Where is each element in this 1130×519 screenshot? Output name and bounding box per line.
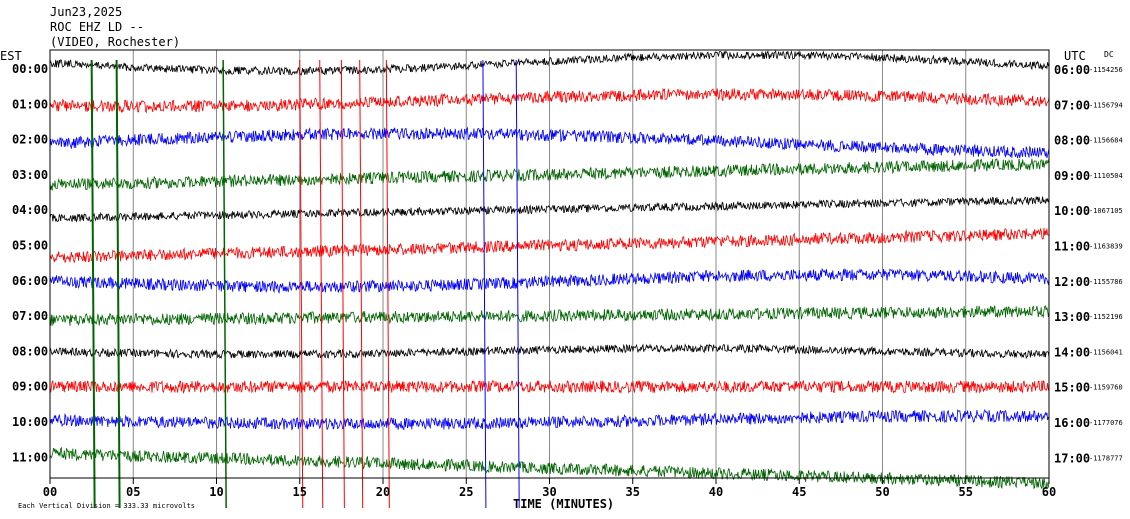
x-tick-label: 15 (293, 485, 307, 499)
est-hour-label: 07:00 (12, 309, 48, 323)
trace-line (49, 227, 1050, 263)
est-hour-label: 04:00 (12, 203, 48, 217)
dc-offset-label: -1178777 (1089, 454, 1123, 462)
dc-offset-label: -1156794 (1089, 101, 1123, 109)
utc-hour-label: 17:00 (1054, 451, 1090, 465)
est-hour-label: 03:00 (12, 168, 48, 182)
trace-spike (340, 59, 345, 509)
trace-spike (515, 59, 520, 509)
est-hour-label: 10:00 (12, 415, 48, 429)
utc-hour-label: 13:00 (1054, 310, 1090, 324)
dc-offset-label: -1152196 (1089, 313, 1123, 321)
dc-offset-label: -1156684 (1089, 137, 1123, 145)
dc-offset-label: -1067105 (1089, 207, 1123, 215)
trace-spike (319, 59, 324, 509)
dc-offset-label: -1159760 (1089, 384, 1123, 392)
x-tick-label: 05 (126, 485, 140, 499)
trace-line (49, 50, 1050, 76)
x-tick-label: 45 (792, 485, 806, 499)
trace-line (49, 267, 1050, 295)
est-hour-label: 02:00 (12, 133, 48, 147)
x-tick-label: 20 (376, 485, 390, 499)
trace-line (49, 87, 1050, 114)
x-tick-label: 60 (1042, 485, 1056, 499)
x-tick-label: 10 (209, 485, 223, 499)
utc-hour-label: 11:00 (1054, 240, 1090, 254)
est-hour-label: 00:00 (12, 62, 48, 76)
dc-offset-label: -1177076 (1089, 419, 1123, 427)
dc-offset-label: -1110504 (1089, 172, 1123, 180)
est-hour-label: 05:00 (12, 239, 48, 253)
dc-title: DC (1104, 50, 1114, 59)
trace-spike (115, 59, 121, 509)
x-tick-label: 55 (959, 485, 973, 499)
x-tick-label: 35 (626, 485, 640, 499)
trace-line (49, 343, 1050, 360)
utc-hour-label: 15:00 (1054, 381, 1090, 395)
chart-station: ROC EHZ LD -- (50, 20, 144, 34)
trace-spike (90, 59, 96, 509)
trace-spike (222, 59, 227, 509)
est-hour-label: 11:00 (12, 450, 48, 464)
x-tick-label: 25 (459, 485, 473, 499)
utc-hour-label: 16:00 (1054, 416, 1090, 430)
trace-line (49, 379, 1050, 395)
utc-hour-label: 09:00 (1054, 169, 1090, 183)
chart-location: (VIDEO, Rochester) (50, 35, 180, 49)
x-tick-label: 30 (542, 485, 556, 499)
trace-line (49, 196, 1050, 223)
trace-spike (299, 59, 304, 509)
utc-hour-label: 14:00 (1054, 345, 1090, 359)
trace-spike (359, 59, 364, 509)
est-hour-label: 08:00 (12, 344, 48, 358)
x-tick-label: 40 (709, 485, 723, 499)
trace-line (49, 305, 1050, 327)
chart-date: Jun23,2025 (50, 5, 122, 19)
dc-offset-label: -1163839 (1089, 243, 1123, 251)
utc-hour-label: 08:00 (1054, 134, 1090, 148)
x-tick-label: 00 (43, 485, 57, 499)
dc-offset-label: -1155786 (1089, 278, 1123, 286)
trace-line (49, 408, 1050, 431)
left-axis-title: EST (0, 49, 22, 63)
trace-line (49, 157, 1050, 191)
trace-line (49, 126, 1050, 159)
footer-note: Each Vertical Division = 333.33 microvol… (18, 502, 195, 510)
trace-spike (482, 59, 487, 509)
dc-offset-label: -1156041 (1089, 348, 1123, 356)
est-hour-label: 06:00 (12, 274, 48, 288)
utc-hour-label: 12:00 (1054, 275, 1090, 289)
utc-hour-label: 06:00 (1054, 63, 1090, 77)
utc-hour-label: 07:00 (1054, 98, 1090, 112)
est-hour-label: 09:00 (12, 380, 48, 394)
trace-spike (385, 59, 390, 509)
x-ticks: 00 05 10 15 20 25 30 35 40 45 50 55 60 (43, 478, 1056, 499)
utc-hour-label: 10:00 (1054, 204, 1090, 218)
dc-offset-label: -1154256 (1089, 66, 1123, 74)
x-axis-label: TIME (MINUTES) (513, 497, 614, 511)
est-hour-label: 01:00 (12, 97, 48, 111)
x-tick-label: 50 (875, 485, 889, 499)
right-axis-title: UTC (1064, 49, 1086, 63)
